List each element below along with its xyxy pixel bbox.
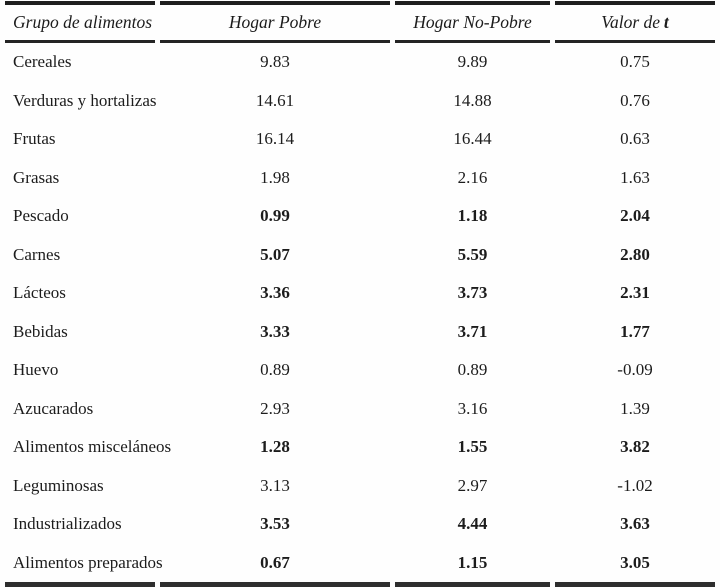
food-group-cell: Bebidas [5,313,155,352]
col-header-hogar-no-pobre: Hogar No-Pobre [395,1,550,43]
hogar-pobre-value-cell: 1.98 [160,159,390,198]
food-group-cell: Frutas [5,120,155,159]
food-group-cell: Azucarados [5,390,155,429]
hogar-no-pobre-value-cell: 2.16 [395,159,550,198]
hogar-no-pobre-value-cell: 1.18 [395,197,550,236]
hogar-no-pobre-value-cell: 4.44 [395,505,550,544]
hogar-no-pobre-value-cell: 14.88 [395,82,550,121]
food-group-cell: Pescado [5,197,155,236]
hogar-no-pobre-value-cell: 0.89 [395,351,550,390]
hogar-pobre-value-cell: 0.99 [160,197,390,236]
valor-t-value-cell: 2.31 [555,274,715,313]
header-row: Grupo de alimentos Hogar Pobre Hogar No-… [5,1,715,43]
hogar-pobre-value-cell: 14.61 [160,82,390,121]
valor-t-value-cell: 2.80 [555,236,715,275]
valor-t-value-cell: 1.39 [555,390,715,429]
food-group-cell: Cereales [5,43,155,82]
food-group-cell: Lácteos [5,274,155,313]
hogar-pobre-value-cell: 2.93 [160,390,390,429]
food-group-cell: Verduras y hortalizas [5,82,155,121]
food-group-cell: Industrializados [5,505,155,544]
hogar-no-pobre-value-cell: 3.16 [395,390,550,429]
hogar-pobre-value-cell: 5.07 [160,236,390,275]
hogar-no-pobre-value-cell: 3.71 [395,313,550,352]
valor-t-value-cell: -0.09 [555,351,715,390]
col-header-grupo-de-alimentos: Grupo de alimentos [5,1,155,43]
t-symbol: t [664,12,669,32]
hogar-pobre-value-cell: 16.14 [160,120,390,159]
valor-t-value-cell: 3.82 [555,428,715,467]
hogar-pobre-value-cell: 9.83 [160,43,390,82]
hogar-pobre-value-cell: 0.67 [160,544,390,587]
valor-t-value-cell: -1.02 [555,467,715,506]
hogar-no-pobre-value-cell: 2.97 [395,467,550,506]
valor-t-value-cell: 2.04 [555,197,715,236]
food-group-cell: Grasas [5,159,155,198]
valor-t-value-cell: 0.63 [555,120,715,159]
hogar-pobre-value-cell: 3.36 [160,274,390,313]
valor-t-value-cell: 3.63 [555,505,715,544]
valor-t-value-cell: 1.77 [555,313,715,352]
valor-de-label: Valor de [601,12,660,32]
food-group-cell: Carnes [5,236,155,275]
food-group-cell: Huevo [5,351,155,390]
hogar-no-pobre-value-cell: 9.89 [395,43,550,82]
hogar-no-pobre-value-cell: 16.44 [395,120,550,159]
hogar-no-pobre-value-cell: 1.15 [395,544,550,587]
hogar-pobre-value-cell: 3.33 [160,313,390,352]
valor-t-value-cell: 0.75 [555,43,715,82]
hogar-pobre-value-cell: 1.28 [160,428,390,467]
hogar-no-pobre-value-cell: 3.73 [395,274,550,313]
hogar-no-pobre-value-cell: 1.55 [395,428,550,467]
food-group-cell: Leguminosas [5,467,155,506]
hogar-pobre-value-cell: 3.13 [160,467,390,506]
food-group-cell: Alimentos preparados [5,544,155,587]
hogar-pobre-value-cell: 0.89 [160,351,390,390]
col-header-hogar-pobre: Hogar Pobre [160,1,390,43]
valor-t-value-cell: 1.63 [555,159,715,198]
food-group-cell: Alimentos misceláneos [5,428,155,467]
table-header: Grupo de alimentos Hogar Pobre Hogar No-… [5,1,715,43]
valor-t-value-cell: 3.05 [555,544,715,587]
hogar-no-pobre-value-cell: 5.59 [395,236,550,275]
hogar-pobre-value-cell: 3.53 [160,505,390,544]
valor-t-value-cell: 0.76 [555,82,715,121]
